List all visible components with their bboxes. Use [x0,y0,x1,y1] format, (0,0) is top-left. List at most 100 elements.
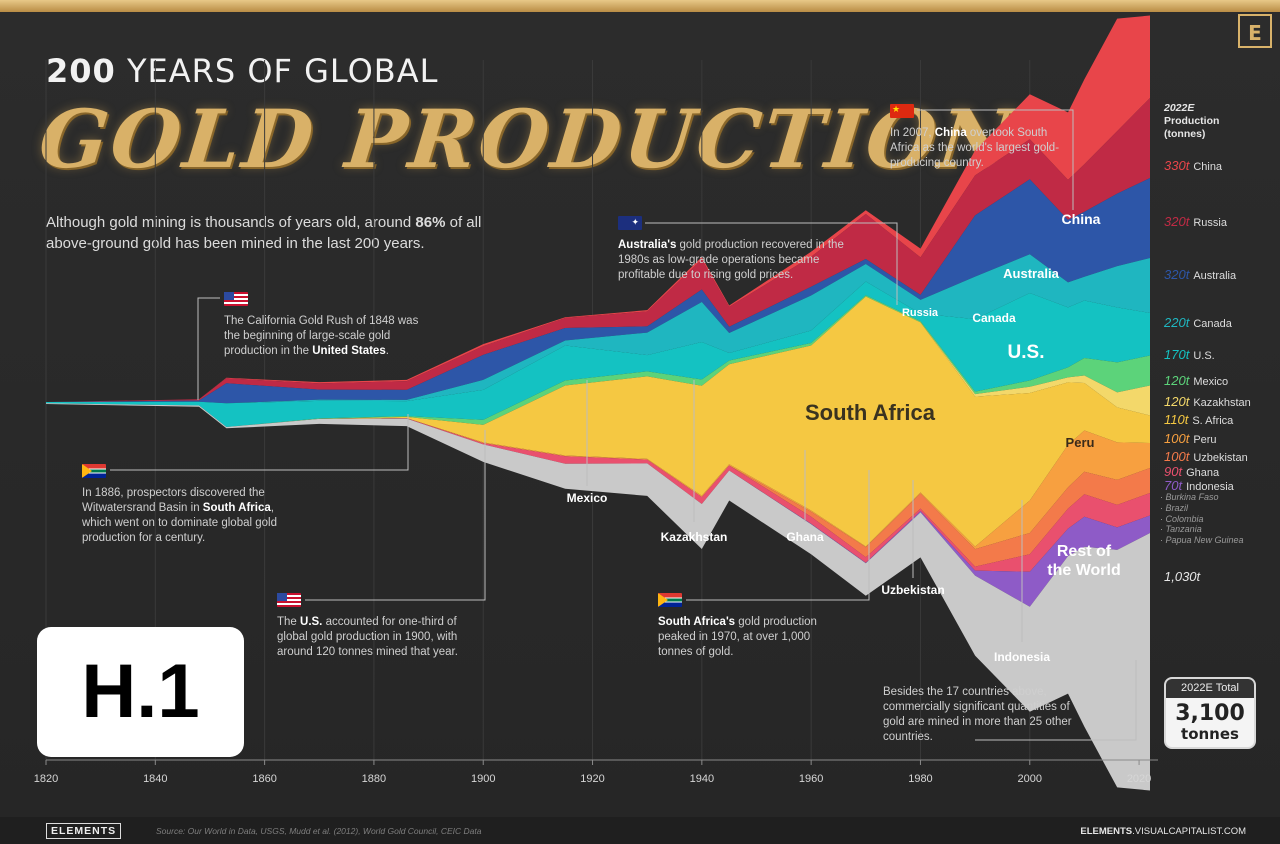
note-cn-2007-a: In 2007, [890,127,935,139]
note-cn-2007-b: China [934,127,967,139]
intro-text: Although gold mining is thousands of yea… [46,212,526,254]
label-australia: Australia [1003,266,1059,281]
label-china: China [1062,211,1101,227]
stream-russia [46,98,1150,402]
legend-item-name: U.S. [1193,350,1215,362]
legend-item-value: 110t [1164,412,1189,427]
total-unit: tonnes [1181,725,1239,743]
legend-item-value: 120t [1164,394,1190,409]
legend-item: 320t Russia [1164,214,1227,229]
note-us-1848: The California Gold Rush of 1848 was the… [224,292,424,359]
legend-minor-item: · Colombia [1160,513,1204,524]
south-africa-flag-icon [82,464,106,478]
label-u-s-: U.S. [1008,342,1045,363]
note-au-1980: Australia's gold production recovered in… [618,215,863,283]
intro-part-1: Although gold mining is thousands of yea… [46,214,416,231]
label-south-africa: South Africa [805,400,936,425]
stream-australia [46,178,1150,404]
legend-minor-item: · Tanzania [1160,524,1202,535]
legend-item-name: Uzbekistan [1193,452,1248,464]
legend-item: 100t Peru [1164,431,1217,446]
x-tick-label: 1940 [690,773,714,785]
legend-item-value: 320t [1164,267,1190,282]
x-tick-label: 1840 [143,773,167,785]
note-sa-1886-a: In 1886, prospectors discovered the Witw… [82,487,265,514]
legend-item-name: Canada [1193,318,1232,330]
legend-minor-item: · Brazil [1160,502,1189,513]
leader-rest [975,660,1137,741]
leader-sa1970 [686,470,870,601]
label-ghana: Ghana [786,530,824,544]
legend-item-name: Australia [1193,270,1237,282]
legend-item-value: 330t [1164,158,1190,173]
stream-u-s- [46,281,1150,427]
legend-item: 320t Australia [1164,267,1236,282]
note-sa-1886-b: South Africa [202,502,271,514]
legend-item: 220t Canada [1164,315,1232,330]
note-us-1900: The U.S. accounted for one-third of glob… [277,593,482,660]
australia-flag-icon [618,215,642,230]
legend-label: Production (tonnes) [1164,115,1220,140]
legend-item-name: Peru [1193,434,1217,446]
legend-rest-value: 1,030t [1164,569,1201,584]
stream-rest-of-the-world [46,403,1150,791]
legend-item: 330t China [1164,158,1222,173]
legend-item-value: 220t [1164,315,1190,330]
note-sa-1886: In 1886, prospectors discovered the Witw… [82,464,297,546]
slide-badge: H.1 [37,627,244,757]
legend-minor-item: · Papua New Guinea [1160,535,1244,546]
note-us-1848-c: . [385,345,389,357]
leader-us1900 [305,430,486,601]
stream-canada [46,254,1150,404]
title-years: 200 [46,52,116,90]
legend-header: 2022E Production (tonnes) [1164,102,1224,141]
legend-item-value: 70t [1164,478,1183,493]
legend-item: 170t U.S. [1164,347,1215,362]
footer [0,817,1280,844]
label-peru: Peru [1066,435,1095,450]
legend-item-name: Ghana [1186,467,1220,479]
note-us-1848-b: United States [312,345,386,357]
note-sa-1970: South Africa's gold production peaked in… [658,593,828,660]
legend-item-value: 320t [1164,214,1190,229]
leader-us1848 [197,297,220,400]
stream-south-africa [46,296,1150,547]
legend-item-value: 170t [1164,347,1190,362]
leader-au1980 [645,222,898,305]
x-tick-label: 1900 [471,773,495,785]
china-flag-icon [890,102,914,118]
note-sa-1886-c: , which went on to dominate global gold … [82,502,277,544]
label-kazakhstan: Kazakhstan [661,530,728,544]
legend-item: 120t Mexico [1164,373,1228,388]
x-tick-label: 1860 [252,773,276,785]
label-russia: Russia [902,307,939,319]
x-tick-label: 1880 [362,773,386,785]
intro-part-2: of all above-ground gold has been mined … [46,214,482,252]
note-cn-2007: In 2007, China overtook South Africa as … [890,102,1065,171]
footer-site: ELEMENTS.VISUALCAPITALIST.COM [1080,826,1246,837]
stream-indonesia [46,403,1150,607]
footer-brand: ELEMENTS [46,823,122,839]
legend-minor-item: · Burkina Faso [1160,492,1219,502]
legend-item: 100t Uzbekistan [1164,449,1248,464]
note-us-1848-a: The California Gold Rush of 1848 was the… [224,315,419,357]
total-label: 2022E Total [1166,679,1254,698]
leader-sa1886 [110,414,409,471]
note-us-1900-b: U.S. [300,616,323,628]
legend-item-name: Kazakhstan [1193,397,1251,409]
leader-cn2007 [917,109,1074,210]
x-tick-label: 1920 [580,773,604,785]
x-tick-label: 1820 [34,773,58,785]
legend-item-value: 100t [1164,449,1190,464]
legend-item-value: 90t [1164,464,1183,479]
note-au-1980-c: gold production recovered in the 1980s a… [618,239,844,281]
legend-item-name: Indonesia [1186,481,1234,493]
legend-item-name: China [1193,161,1223,173]
legend-rest: 1,030t [1164,569,1204,584]
legend-item-name: S. Africa [1192,415,1234,427]
us-flag-icon [277,593,301,607]
legend-item-value: 120t [1164,373,1190,388]
note-us-1900-c: accounted for one-third of global gold p… [277,616,458,658]
